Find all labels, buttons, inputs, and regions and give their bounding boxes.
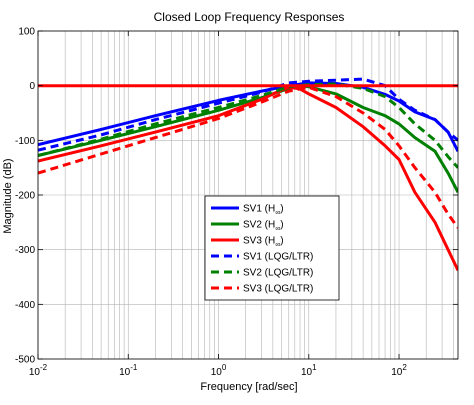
y-tick-label: -300 (15, 245, 35, 256)
x-axis-label: Frequency [rad/sec] (200, 381, 297, 393)
y-tick-label: 100 (18, 27, 35, 38)
legend-label: SV1 (H∞) (243, 204, 284, 217)
x-axis-ticks: 10-2 10-1 100 101 102 (29, 31, 407, 378)
legend-box (204, 195, 340, 301)
plot-area: 10-2 10-1 100 101 102-500-400-300-200-100010… (15, 27, 459, 378)
legend-label: SV3 (H∞) (243, 236, 284, 249)
x-tick-label: 100 (211, 363, 227, 378)
legend-label: SV1 (LQG/LTR) (243, 252, 313, 263)
series-line-2 (38, 84, 458, 193)
y-tick-label: -200 (15, 191, 35, 202)
series-line-3 (38, 85, 458, 272)
y-tick-label: -100 (15, 136, 35, 147)
y-tick-label: -500 (15, 355, 35, 366)
series-line-5 (38, 82, 458, 169)
y-axis-ticks: -500 -400 -300 -200 -100 0 100 (15, 27, 458, 366)
series-line-6 (38, 85, 458, 229)
y-tick-label: 0 (29, 81, 35, 92)
chart-title: Closed Loop Frequency Responses (154, 10, 345, 24)
x-tick-label: 10-1 (119, 363, 138, 378)
x-tick-label: 102 (391, 363, 407, 378)
series-lines (38, 77, 458, 272)
legend-label: SV3 (LQG/LTR) (243, 284, 313, 295)
legend-label: SV2 (H∞) (243, 220, 284, 233)
x-tick-label: 101 (301, 363, 317, 378)
x-tick-label: 10-2 (29, 363, 48, 378)
y-axis-label: Magnitude (dB) (2, 158, 14, 233)
legend-label: SV2 (LQG/LTR) (243, 268, 313, 279)
legend: SV1 (H∞) SV2 (H∞) SV3 (H∞) SV1 (LQG/LTR) SV2… (204, 195, 340, 301)
series-line-4 (38, 77, 458, 152)
y-tick-label: -400 (15, 300, 35, 311)
